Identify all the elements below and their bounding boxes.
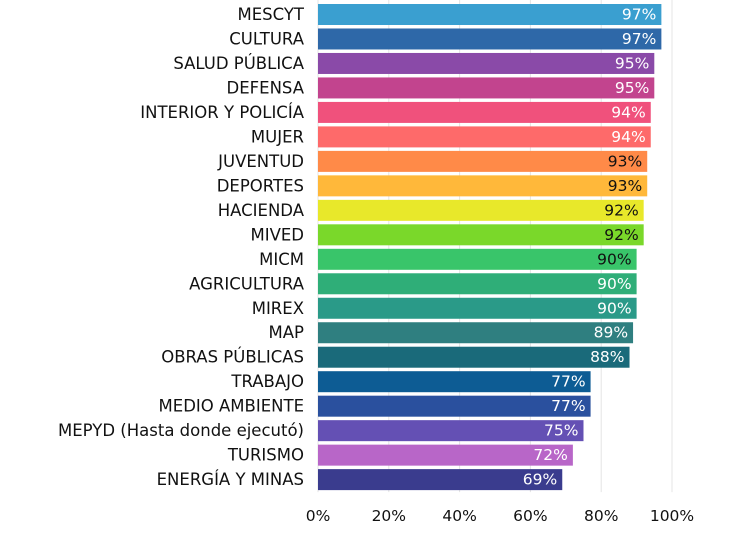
category-label: MESCYT <box>237 5 304 24</box>
value-label: 97% <box>622 6 656 24</box>
category-label: HACIENDA <box>218 201 305 220</box>
bar <box>318 199 644 221</box>
category-label: INTERIOR Y POLICÍA <box>140 103 304 122</box>
category-label: DEPORTES <box>217 176 304 195</box>
value-label: 88% <box>590 348 624 366</box>
value-label: 77% <box>551 373 585 391</box>
bar <box>318 273 637 295</box>
category-label: AGRICULTURA <box>189 274 305 293</box>
bar <box>318 371 591 393</box>
x-tick-label: 20% <box>372 507 406 525</box>
x-axis-ticks: 0% 20% 40% 60% 80% 100% <box>306 507 694 525</box>
x-tick-label: 80% <box>584 507 618 525</box>
category-labels: MESCYT CULTURA SALUD PÚBLICA DEFENSA INTERIO… <box>58 5 305 489</box>
x-tick-label: 0% <box>306 507 331 525</box>
value-label: 94% <box>611 103 645 121</box>
bar <box>318 444 573 466</box>
value-label: 92% <box>604 201 638 219</box>
category-label: JUVENTUD <box>217 152 304 171</box>
bar <box>318 126 651 148</box>
x-tick-label: 100% <box>650 507 694 525</box>
category-label: OBRAS PÚBLICAS <box>161 348 304 367</box>
bar <box>318 420 584 442</box>
value-label: 69% <box>523 471 557 489</box>
bar <box>318 469 563 491</box>
value-label: 95% <box>615 54 649 72</box>
category-label: MAP <box>269 323 305 342</box>
value-label: 95% <box>615 79 649 97</box>
value-label: 72% <box>533 446 567 464</box>
value-label: 90% <box>597 250 631 268</box>
value-label: 94% <box>611 128 645 146</box>
bar <box>318 4 662 25</box>
bar <box>318 77 655 99</box>
bar <box>318 224 644 246</box>
category-label: MIREX <box>252 299 304 318</box>
bar <box>318 175 648 197</box>
bar <box>318 248 637 270</box>
category-label: MICM <box>259 250 304 269</box>
category-label: MEPYD (Hasta donde ejecutó) <box>58 421 304 440</box>
bar <box>318 322 634 344</box>
bar <box>318 150 648 172</box>
value-label: 75% <box>544 422 578 440</box>
bar <box>318 101 651 123</box>
value-label: 92% <box>604 226 638 244</box>
category-label: DEFENSA <box>227 78 305 97</box>
bar <box>318 28 662 50</box>
category-label: CULTURA <box>229 29 304 48</box>
value-label: 97% <box>622 30 656 48</box>
x-tick-label: 40% <box>442 507 476 525</box>
bar <box>318 346 630 368</box>
bar <box>318 52 655 74</box>
bars <box>318 4 662 491</box>
bar <box>318 395 591 417</box>
value-label: 90% <box>597 275 631 293</box>
category-label: ENERGÍA Y MINAS <box>157 470 304 489</box>
value-label: 77% <box>551 397 585 415</box>
bar <box>318 297 637 319</box>
category-label: TRABAJO <box>230 372 304 391</box>
value-label: 90% <box>597 299 631 317</box>
value-label: 89% <box>594 324 628 342</box>
value-label: 93% <box>608 177 642 195</box>
x-tick-label: 60% <box>513 507 547 525</box>
category-label: SALUD PÚBLICA <box>173 54 304 73</box>
value-label: 93% <box>608 152 642 170</box>
category-label: MUJER <box>251 127 304 146</box>
value-labels: 97% 97% 95% 95% 94% 94% 93% 93% 92% 92% 90% 90% 90% 8… <box>523 6 657 489</box>
category-label: TURISMO <box>227 446 304 465</box>
category-label: MIVED <box>250 225 304 244</box>
category-label: MEDIO AMBIENTE <box>159 397 304 416</box>
